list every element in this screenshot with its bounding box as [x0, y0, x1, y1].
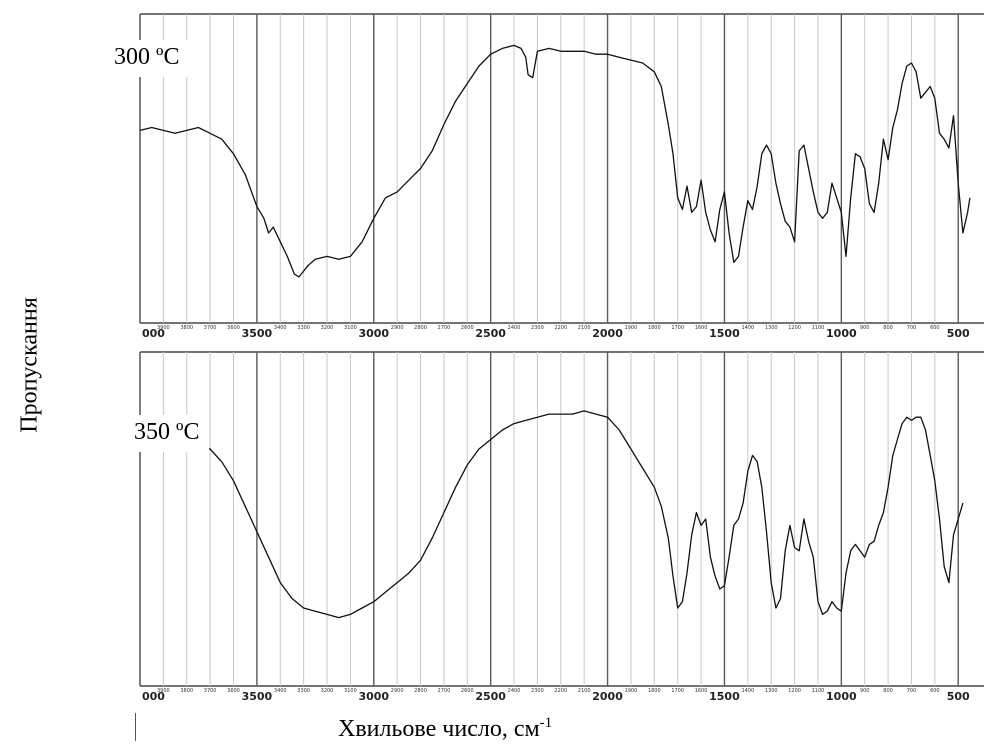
minor-tick-label: 700	[907, 688, 917, 694]
minor-tick-label: 2400	[508, 325, 521, 331]
major-tick-label: 2500	[475, 690, 506, 703]
minor-tick-label: 1100	[812, 688, 825, 694]
major-tick-label: 1000	[826, 690, 857, 703]
minor-tick-label: 900	[860, 325, 870, 331]
minor-tick-label: 2300	[531, 688, 544, 694]
minor-tick-label: 2800	[414, 688, 427, 694]
minor-tick-label: 3900	[157, 325, 170, 331]
minor-tick-label: 1300	[765, 325, 778, 331]
minor-tick-label: 600	[930, 688, 940, 694]
minor-tick-label: 1900	[625, 325, 638, 331]
minor-tick-label: 600	[930, 325, 940, 331]
minor-tick-label: 1700	[671, 688, 684, 694]
minor-tick-label: 2100	[578, 325, 591, 331]
minor-tick-label: 1800	[648, 688, 661, 694]
minor-tick-label: 3100	[344, 688, 357, 694]
minor-tick-label: 2800	[414, 325, 427, 331]
major-tick-label: 1500	[709, 327, 740, 340]
minor-tick-label: 2200	[554, 325, 567, 331]
minor-tick-label: 1200	[788, 325, 801, 331]
minor-tick-label: 3200	[321, 325, 334, 331]
major-tick-label: 2000	[592, 327, 623, 340]
major-tick-label: 3000	[358, 690, 389, 703]
minor-tick-label: 3700	[204, 688, 217, 694]
minor-tick-label: 3700	[204, 325, 217, 331]
major-tick-label: 1000	[826, 327, 857, 340]
minor-tick-label: 1300	[765, 688, 778, 694]
minor-tick-label: 1600	[695, 688, 708, 694]
minor-tick-label: 2600	[461, 688, 474, 694]
major-tick-label: 500	[947, 690, 970, 703]
minor-tick-label: 1700	[671, 325, 684, 331]
minor-tick-label: 1400	[741, 325, 754, 331]
minor-tick-label: 1400	[741, 688, 754, 694]
minor-tick-label: 2100	[578, 688, 591, 694]
minor-tick-label: 900	[860, 688, 870, 694]
minor-tick-label: 3300	[297, 688, 310, 694]
minor-tick-label: 3600	[227, 325, 240, 331]
major-tick-label: 3500	[242, 327, 273, 340]
minor-tick-label: 3100	[344, 325, 357, 331]
minor-tick-label: 3800	[180, 325, 193, 331]
minor-tick-label: 2600	[461, 325, 474, 331]
minor-tick-label: 2900	[391, 688, 404, 694]
minor-tick-label: 2300	[531, 325, 544, 331]
spectrum-line	[139, 44, 971, 278]
major-tick-label: 3500	[242, 690, 273, 703]
minor-tick-label: 2900	[391, 325, 404, 331]
minor-tick-label: 700	[907, 325, 917, 331]
panel-label-350: 350 ºC	[128, 415, 210, 452]
major-tick-label: 2500	[475, 327, 506, 340]
minor-tick-label: 1100	[812, 325, 825, 331]
minor-tick-label: 2200	[554, 688, 567, 694]
minor-tick-label: 3300	[297, 325, 310, 331]
minor-tick-label: 3400	[274, 688, 287, 694]
major-tick-label: 000	[142, 327, 165, 340]
minor-tick-label: 2700	[438, 325, 451, 331]
major-tick-label: 3000	[358, 327, 389, 340]
minor-tick-label: 1900	[625, 688, 638, 694]
minor-tick-label: 1600	[695, 325, 708, 331]
minor-tick-label: 3400	[274, 325, 287, 331]
y-axis-label: Пропускання	[16, 297, 43, 433]
panel-label-300: 300 ºC	[108, 40, 190, 77]
major-tick-label: 2000	[592, 690, 623, 703]
major-tick-label: 000	[142, 690, 165, 703]
edge-mark	[135, 713, 136, 741]
minor-tick-label: 800	[883, 688, 893, 694]
minor-tick-label: 3900	[157, 688, 170, 694]
minor-tick-label: 2400	[508, 688, 521, 694]
x-axis-label: Хвильове число, см-1	[338, 715, 553, 742]
minor-tick-label: 2700	[438, 688, 451, 694]
minor-tick-label: 1200	[788, 688, 801, 694]
spectrum-line	[139, 410, 964, 619]
major-tick-label: 1500	[709, 690, 740, 703]
minor-tick-label: 3600	[227, 688, 240, 694]
minor-tick-label: 3800	[180, 688, 193, 694]
minor-tick-label: 1800	[648, 325, 661, 331]
minor-tick-label: 800	[883, 325, 893, 331]
major-tick-label: 500	[947, 327, 970, 340]
minor-tick-label: 3200	[321, 688, 334, 694]
